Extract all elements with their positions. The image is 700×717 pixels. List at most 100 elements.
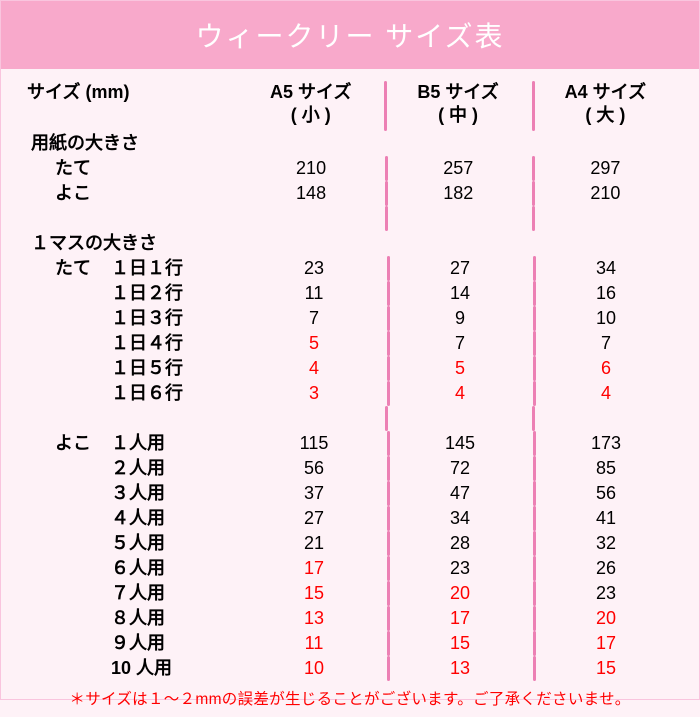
row-label: ６人用	[21, 556, 241, 581]
table-row: たて210257297	[21, 156, 679, 181]
cell-a4: 297	[532, 156, 679, 181]
table-row: よこ１人用115145173	[21, 431, 679, 456]
cell-a5: 210	[237, 156, 384, 181]
column-separator	[387, 431, 390, 456]
cell-a5: 11	[241, 631, 387, 656]
cell-b5: 5	[387, 356, 533, 381]
column-separator	[387, 481, 390, 506]
row-axis	[21, 556, 111, 581]
column-separator	[532, 156, 535, 181]
cell-a4: 26	[533, 556, 679, 581]
row-label: ７人用	[21, 581, 241, 606]
page-title: ウィークリー サイズ表	[1, 1, 699, 69]
cell-a4: 10	[533, 306, 679, 331]
row-sublabel: ９人用	[111, 631, 241, 656]
row-axis	[21, 381, 111, 406]
cell-b5: 15	[387, 631, 533, 656]
table-row: ４人用273441	[21, 506, 679, 531]
cell-a5: 148	[237, 181, 384, 206]
column-separator	[387, 456, 390, 481]
table-row: １日４行577	[21, 331, 679, 356]
table-row: よこ148182210	[21, 181, 679, 206]
header-b5-line1: B5 サイズ	[384, 81, 531, 104]
row-axis	[21, 506, 111, 531]
cell-a4: 210	[532, 181, 679, 206]
column-separator	[532, 81, 535, 131]
cell-a5: 15	[241, 581, 387, 606]
row-sublabel: １日１行	[111, 256, 241, 281]
row-sublabel: ５人用	[111, 531, 241, 556]
column-separator	[385, 406, 388, 431]
cell-a4: 15	[533, 656, 679, 681]
cell-a4: 56	[533, 481, 679, 506]
table-row: ２人用567285	[21, 456, 679, 481]
row-axis	[21, 581, 111, 606]
column-separator	[387, 381, 390, 406]
column-separator	[385, 181, 388, 206]
row-label: たて	[21, 156, 237, 181]
row-sublabel: ７人用	[111, 581, 241, 606]
cell-a5: 5	[241, 331, 387, 356]
column-separator	[533, 306, 536, 331]
cell-a4: 17	[533, 631, 679, 656]
row-label: ２人用	[21, 456, 241, 481]
cell-a4: 4	[533, 381, 679, 406]
cell-b5: 17	[387, 606, 533, 631]
column-separator	[387, 606, 390, 631]
section-paper-title: 用紙の大きさ	[21, 131, 679, 156]
cell-a4: 6	[533, 356, 679, 381]
column-separator	[387, 256, 390, 281]
row-label: よこ１人用	[21, 431, 241, 456]
table-row: ５人用212832	[21, 531, 679, 556]
column-separator	[533, 581, 536, 606]
row-sublabel: ２人用	[111, 456, 241, 481]
cell-b5: 4	[387, 381, 533, 406]
cell-b5: 257	[385, 156, 532, 181]
cell-b5: 23	[387, 556, 533, 581]
cell-a5: 11	[241, 281, 387, 306]
row-label: ３人用	[21, 481, 241, 506]
row-label: １日４行	[21, 331, 241, 356]
row-sublabel: １日２行	[111, 281, 241, 306]
cell-b5: 28	[387, 531, 533, 556]
cell-b5: 182	[385, 181, 532, 206]
cell-a5: 56	[241, 456, 387, 481]
row-label: 10 人用	[21, 656, 241, 681]
row-sublabel: 10 人用	[111, 656, 241, 681]
header-a5-line1: A5 サイズ	[237, 81, 384, 104]
table-row: 10 人用101315	[21, 656, 679, 681]
cell-b5: 9	[387, 306, 533, 331]
cell-a5: 4	[241, 356, 387, 381]
row-label: ５人用	[21, 531, 241, 556]
column-separator	[533, 256, 536, 281]
row-axis: よこ	[21, 431, 111, 456]
column-separator	[533, 556, 536, 581]
cell-a4: 16	[533, 281, 679, 306]
table-row: ９人用111517	[21, 631, 679, 656]
cell-a5: 13	[241, 606, 387, 631]
cell-a5: 37	[241, 481, 387, 506]
row-sublabel: １日３行	[111, 306, 241, 331]
table-row: たて１日１行232734	[21, 256, 679, 281]
size-table: サイズ (mm) A5 サイズ ( 小 ) B5 サイズ ( 中 ) A4 サイ…	[1, 69, 699, 717]
row-axis	[21, 631, 111, 656]
row-axis	[21, 481, 111, 506]
cell-b5: 72	[387, 456, 533, 481]
column-separator	[533, 331, 536, 356]
column-separator	[387, 281, 390, 306]
row-sublabel: １日４行	[111, 331, 241, 356]
cell-b5: 13	[387, 656, 533, 681]
row-sublabel: １日５行	[111, 356, 241, 381]
header-label: サイズ (mm)	[21, 81, 237, 131]
cell-a4: 85	[533, 456, 679, 481]
column-separator	[384, 81, 387, 131]
table-body: 用紙の大きさたて210257297よこ148182210１マスの大きさたて１日１…	[21, 131, 679, 681]
column-separator	[387, 556, 390, 581]
column-separator	[385, 156, 388, 181]
spacer-row	[21, 206, 679, 231]
cell-a4: 20	[533, 606, 679, 631]
row-sublabel: ３人用	[111, 481, 241, 506]
cell-b5: 20	[387, 581, 533, 606]
row-sublabel: １日６行	[111, 381, 241, 406]
cell-b5: 145	[387, 431, 533, 456]
